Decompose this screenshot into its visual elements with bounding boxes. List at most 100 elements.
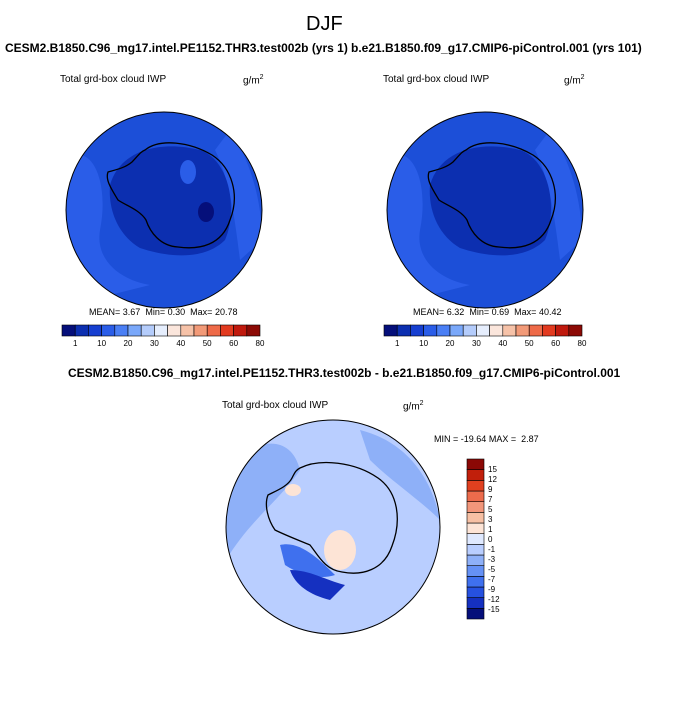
panel3-colorbar-tick-3: 7 [488, 495, 493, 504]
panel3-colorbar-tick-11: -7 [488, 575, 496, 584]
panel3-colorbar-swatch-3 [466, 576, 485, 588]
panel3-max-label: MAX = [488, 434, 517, 444]
panel1-min-label: Min= [145, 307, 166, 317]
panel2-min-label: Min= [469, 307, 490, 317]
panel3-colorbar-swatch-9 [466, 512, 485, 524]
panel3-colorbar-swatch-2 [466, 586, 485, 598]
panel2-mean-label: MEAN= [413, 307, 445, 317]
panel2-colorbar-swatch-1 [396, 324, 411, 337]
panel2-colorbar-tick-4: 40 [498, 339, 507, 348]
panel2-colorbar-swatch-4 [436, 324, 451, 337]
panel2-units: g/m2 [564, 74, 585, 87]
panel2-field-interior [429, 146, 552, 256]
panel3-colorbar-swatch-10 [466, 501, 485, 513]
panel3-colorbar-swatch-7 [466, 533, 485, 545]
panel2-max-label: Max= [514, 307, 537, 317]
panel3-colorbar-tick-0: 15 [488, 465, 497, 474]
panel2-colorbar-tick-3: 30 [472, 339, 481, 348]
panel3-field-positive-small [285, 484, 301, 496]
panel2-colorbar-swatch-10 [515, 324, 530, 337]
panel2-colorbar-swatch-9 [502, 324, 517, 337]
panel2-colorbar-tick-1: 10 [419, 339, 428, 348]
panel2-colorbar-tick-7: 80 [578, 339, 587, 348]
panel2-colorbar-tick-2: 20 [446, 339, 455, 348]
panel1-colorbar-swatch-1 [74, 324, 89, 337]
panel1-colorbar-swatch-11 [206, 324, 221, 337]
panel1-mean-label: MEAN= [89, 307, 121, 317]
panel3-colorbar-swatch-11 [466, 490, 485, 502]
panel1-colorbar-tick-0: 1 [73, 339, 78, 348]
panel1-max-label: Max= [190, 307, 213, 317]
panel2-colorbar: 1 10 20 30 40 50 60 80 [383, 324, 587, 348]
panel3-colorbar-tick-2: 9 [488, 485, 493, 494]
panel1-colorbar-swatch-12 [220, 324, 234, 337]
panel3-colorbar-tick-14: -15 [488, 605, 500, 614]
panel1-map [65, 111, 263, 309]
panel3-min: -19.64 [460, 434, 487, 444]
panel2-colorbar-swatch-12 [542, 324, 556, 337]
panel3-min-label: MIN = [434, 434, 459, 444]
panel3-colorbar-tick-10: -5 [488, 565, 496, 574]
panel3-map-border [225, 419, 441, 635]
panel2-colorbar-swatch-11 [528, 324, 543, 337]
panel3-colorbar-tick-4: 5 [488, 505, 493, 514]
panel2-max: 40.42 [538, 307, 562, 317]
page-title: DJF [306, 13, 343, 35]
panel3-field-patch-south [280, 544, 335, 577]
panel3-colorbar-swatch-12 [466, 480, 485, 492]
panel2-colorbar-tick-5: 50 [525, 339, 534, 348]
panel3-stats: MIN = -19.64 MAX = 2.87 [434, 434, 539, 444]
panel2-field-patch-west [387, 154, 470, 300]
panel3-coastline [265, 461, 398, 574]
panel2-map [386, 111, 584, 309]
panel3-colorbar-swatch-13 [466, 469, 485, 481]
panel3-field-positive [324, 530, 356, 570]
panel1-colorbar-tick-1: 10 [97, 339, 106, 348]
panel2-min: 0.69 [491, 307, 510, 317]
panel3-map [225, 419, 441, 635]
panel1-colorbar-swatch-3 [101, 324, 116, 337]
panel2-coastline [427, 142, 556, 249]
panel3-colorbar-swatch-0 [466, 608, 485, 620]
panel1-colorbar-swatch-5 [127, 324, 142, 337]
panel2-stats: MEAN= 6.32 Min= 0.69 Max= 40.42 [413, 307, 561, 317]
panel1-min: 0.30 [167, 307, 186, 317]
panel2-map-border [386, 111, 584, 309]
panel1-mean: 3.67 [122, 307, 141, 317]
panel3-colorbar-tick-5: 3 [488, 515, 493, 524]
panel2-colorbar-swatch-3 [423, 324, 438, 337]
panel1-variable-label: Total grd-box cloud IWP [60, 74, 167, 85]
panel3-colorbar-swatch-14 [466, 458, 485, 470]
panel1-colorbar-swatch-8 [167, 324, 182, 337]
panel3-colorbar-tick-7: 0 [488, 535, 493, 544]
panel1-field-min [198, 202, 214, 222]
panel1-units: g/m2 [243, 74, 264, 87]
panel1-colorbar-swatch-4 [114, 324, 129, 337]
panel2-colorbar-tick-0: 1 [395, 339, 400, 348]
panel1-colorbar-tick-6: 60 [229, 339, 238, 348]
panel2-colorbar-swatch-2 [410, 324, 424, 337]
panel3-max: 2.87 [521, 434, 539, 444]
panel1-field-blob [180, 160, 196, 184]
panel3-colorbar-tick-13: -12 [488, 595, 500, 604]
panel3-variable-label: Total grd-box cloud IWP [222, 400, 329, 411]
panel1-colorbar-swatch-10 [193, 324, 208, 337]
panel1-colorbar-swatch-14 [246, 324, 261, 337]
panel1-map-border [65, 111, 263, 309]
panel3-colorbar-tick-6: 1 [488, 525, 493, 534]
panel3-case-title: CESM2.B1850.C96_mg17.intel.PE1152.THR3.t… [68, 366, 621, 380]
panel1-colorbar-tick-7: 80 [256, 339, 265, 348]
panel3-colorbar-swatch-5 [466, 554, 485, 566]
panel2-colorbar-swatch-0 [383, 324, 398, 337]
panel1-colorbar: 1 10 20 30 40 50 60 80 [61, 324, 265, 348]
panel1-colorbar-swatch-0 [61, 324, 76, 337]
panel2-case-title: b.e21.B1850.f09_g17.CMIP6-piControl.001 … [351, 41, 642, 55]
panel3-colorbar-tick-8: -1 [488, 545, 496, 554]
panel1-colorbar-tick-2: 20 [124, 339, 133, 348]
panel1-case-title: CESM2.B1850.C96_mg17.intel.PE1152.THR3.t… [5, 41, 348, 55]
panel1-colorbar-swatch-13 [233, 324, 248, 337]
panel3-colorbar-swatch-1 [466, 597, 485, 609]
panel3-field-patch-northeast [360, 430, 440, 520]
panel3-field-min [290, 570, 345, 600]
